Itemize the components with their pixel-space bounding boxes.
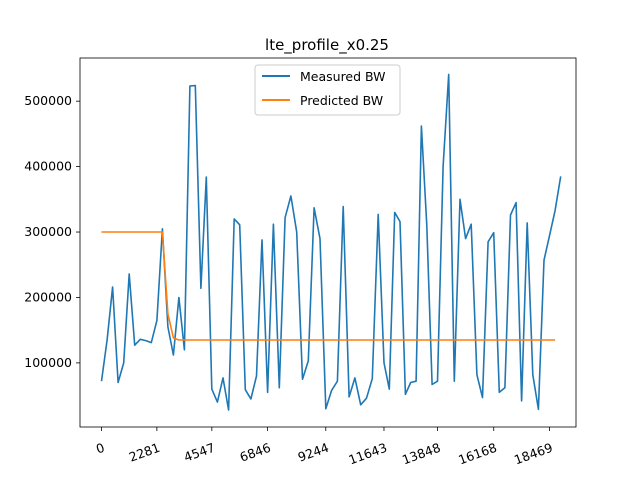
x-tick-label: 18469 <box>512 440 555 468</box>
chart-title: lte_profile_x0.25 <box>265 36 389 55</box>
y-tick-label: 200000 <box>24 289 72 304</box>
x-tick-label: 4547 <box>182 440 217 465</box>
x-axis: 0 2281 4547 6846 9244 11643 13848 16168 18469 <box>94 427 555 467</box>
x-tick-label: 9244 <box>296 440 331 465</box>
legend-box <box>254 64 401 116</box>
x-tick-label: 2281 <box>127 440 162 465</box>
legend: Measured BW Predicted BW <box>254 64 401 116</box>
series-predicted-bw-line <box>101 231 556 341</box>
series-measured-bw-line <box>100 73 562 411</box>
plot-area <box>100 73 562 411</box>
x-tick-label: 16168 <box>456 440 499 468</box>
plot-frame <box>79 57 577 428</box>
x-tick-label: 11643 <box>347 440 389 468</box>
legend-label-predicted: Predicted BW <box>300 93 383 108</box>
y-tick-label: 300000 <box>24 224 72 239</box>
y-tick-label: 400000 <box>24 159 72 174</box>
y-axis: 100000 200000 300000 400000 500000 <box>24 93 80 370</box>
legend-label-measured: Measured BW <box>300 69 386 84</box>
y-tick-label: 100000 <box>24 355 72 370</box>
y-tick-label: 500000 <box>24 93 72 108</box>
x-tick-label: 0 <box>94 440 107 457</box>
x-tick-label: 6846 <box>238 440 273 465</box>
x-tick-label: 13848 <box>400 440 443 468</box>
